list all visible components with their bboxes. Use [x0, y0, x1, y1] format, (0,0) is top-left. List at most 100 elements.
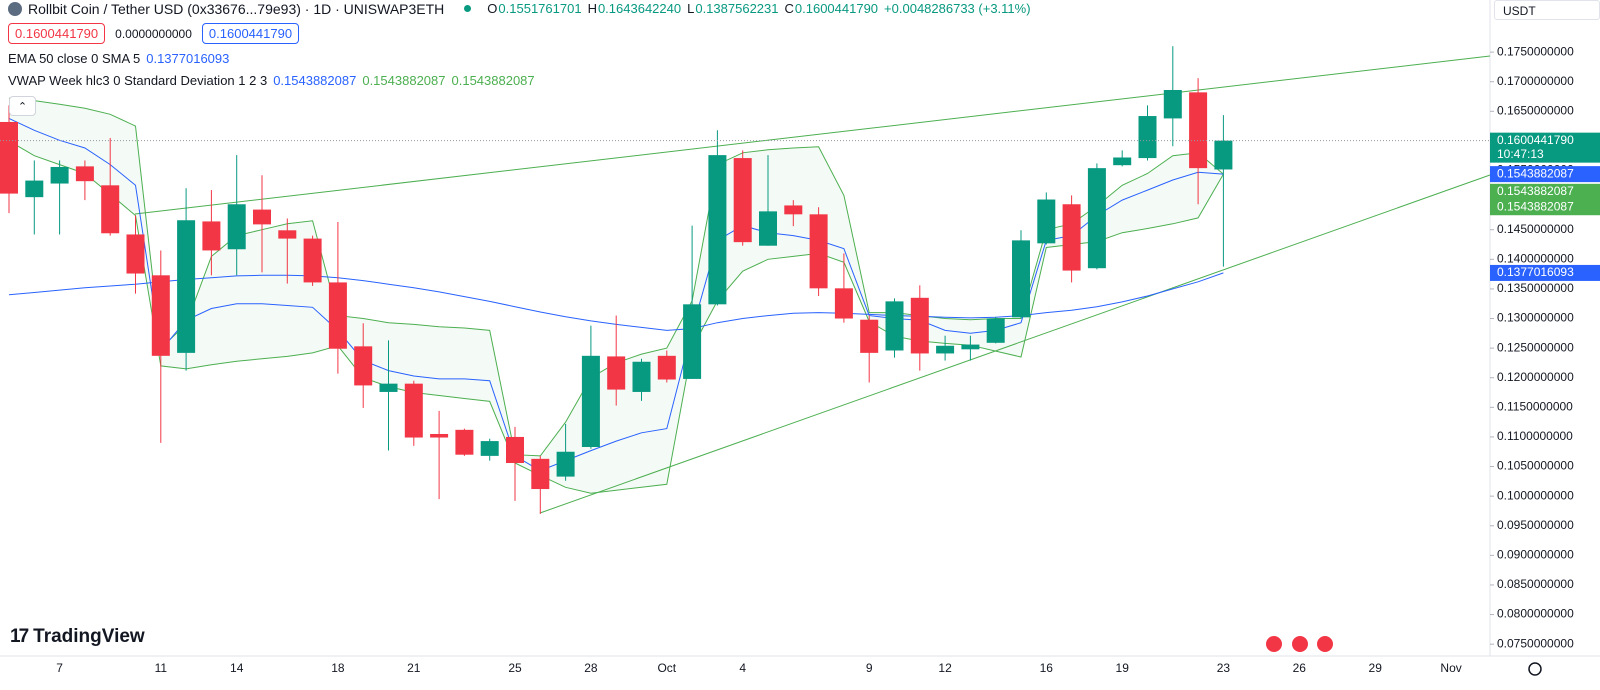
status-dot [464, 5, 472, 12]
ohlc-key: L [687, 1, 695, 16]
x-tick-label: Nov [1440, 661, 1461, 675]
buy-price[interactable]: 0.1600441790 [201, 23, 300, 44]
candle-body [936, 345, 955, 354]
y-tick-label: 0.1250000000 [1497, 340, 1574, 354]
legend-value: 0.1543882087 [451, 73, 535, 88]
ohlc-key: O [487, 1, 498, 16]
candle-body [885, 301, 904, 351]
price-badge [1490, 166, 1600, 183]
x-tick-label: 4 [739, 661, 746, 675]
candle-body [607, 356, 626, 390]
candle-body [50, 166, 69, 184]
candle-body [834, 288, 853, 319]
x-tick-label: 21 [407, 661, 421, 675]
sell-price[interactable]: 0.1600441790 [8, 23, 106, 44]
vwap-line [8, 117, 1224, 472]
settings-icon[interactable] [1528, 662, 1542, 676]
candle-body [860, 319, 879, 353]
event-flag[interactable] [1290, 634, 1310, 654]
y-tick-label: 0.1350000000 [1497, 281, 1574, 295]
candle-body [1138, 116, 1157, 159]
y-tick-label: 0.1050000000 [1497, 459, 1574, 473]
candle-body [531, 458, 550, 490]
y-tick-label: 0.1400000000 [1497, 251, 1574, 265]
price-badge [1490, 183, 1600, 200]
trend-line [134, 55, 1491, 215]
currency-select[interactable]: USDT [1494, 0, 1600, 20]
x-tick-label: 12 [938, 661, 952, 675]
y-tick-label: 0.1200000000 [1497, 370, 1574, 384]
candle-body [101, 185, 120, 234]
candle-body [1214, 140, 1233, 170]
x-tick-label: 16 [1040, 661, 1054, 675]
candle-body [506, 436, 524, 463]
price-badge-label: 0.1377016093 [1497, 265, 1574, 279]
candle-body [430, 433, 449, 438]
y-tick-label: 0.1450000000 [1497, 222, 1574, 236]
legend-name: EMA 50 close 0 SMA 5 [8, 51, 141, 66]
candle-body [303, 238, 322, 283]
trend-line [539, 174, 1491, 514]
candle-body [328, 282, 347, 349]
candle-body [809, 214, 828, 289]
x-tick-label: Oct [657, 661, 676, 675]
price-inputs: 0.1600441790 0.0000000000 0.1600441790 [8, 23, 300, 44]
candle-body [556, 451, 575, 477]
candle-body [1113, 157, 1132, 166]
candle-body [75, 166, 94, 182]
x-tick-label: 11 [155, 661, 168, 675]
candle-body [0, 121, 18, 194]
candle-body [480, 441, 499, 456]
y-tick-label: 0.0750000000 [1497, 636, 1574, 650]
brand-name: TradingView [33, 626, 145, 647]
ohlc-key: C [784, 1, 794, 16]
ohlc-values: O 0.1551761701 H 0.1643642240 L 0.1387562231 C… [487, 1, 1030, 16]
event-flag[interactable] [1264, 634, 1284, 654]
ohlc-value: 0.1600441790 [794, 1, 879, 16]
spread: 0.0000000000 [115, 26, 192, 41]
candle-body [354, 346, 373, 386]
change: +0.0048286733 (+3.11%) [884, 1, 1031, 16]
candle-body [1087, 168, 1106, 269]
candle-body [784, 205, 803, 215]
x-tick-label: 29 [1369, 661, 1383, 675]
y-tick-label: 0.1750000000 [1497, 44, 1574, 58]
candle-body [759, 211, 777, 246]
candle-body [910, 297, 929, 354]
event-flag[interactable] [1315, 634, 1335, 654]
price-badge-label: 0.1543882087 [1497, 199, 1574, 213]
candle-body [151, 275, 170, 356]
vwap-band [8, 140, 1224, 494]
candle-body [1062, 204, 1081, 271]
collapse-button[interactable]: ⌃ [9, 96, 36, 116]
candle-body [227, 204, 246, 250]
candle-body [708, 155, 727, 305]
candle-body [278, 230, 297, 239]
candle-body [177, 220, 196, 353]
y-tick-label: 0.1700000000 [1497, 74, 1574, 88]
x-tick-label: 19 [1116, 661, 1130, 675]
y-tick-label: 0.0850000000 [1497, 577, 1574, 591]
y-tick-label: 0.1100000000 [1497, 429, 1573, 443]
price-badge [1490, 264, 1600, 281]
price-badge [1490, 132, 1600, 163]
y-tick-label: 0.1300000000 [1497, 311, 1574, 325]
ema-legend: EMA 50 close 0 SMA 5 0.1377016093 [8, 51, 229, 66]
ohlc-value: 0.1551761701 [498, 1, 582, 16]
y-tick-label: 0.0800000000 [1497, 607, 1574, 621]
x-tick-label: 9 [866, 661, 873, 675]
x-tick-label: 25 [508, 661, 522, 675]
candle-body [1012, 240, 1030, 318]
flags [1264, 634, 1335, 654]
y-tick-label: 0.1150000000 [1497, 400, 1573, 414]
coin-icon [8, 1, 22, 16]
candle-body [986, 318, 1005, 343]
legend-value: 0.1377016093 [146, 51, 230, 66]
ohlc-value: 0.1643642240 [597, 1, 682, 16]
candle-body [1189, 92, 1208, 169]
legend-value: 0.1543882087 [362, 73, 446, 88]
candle-body [404, 383, 423, 438]
x-tick-label: 18 [331, 661, 345, 675]
